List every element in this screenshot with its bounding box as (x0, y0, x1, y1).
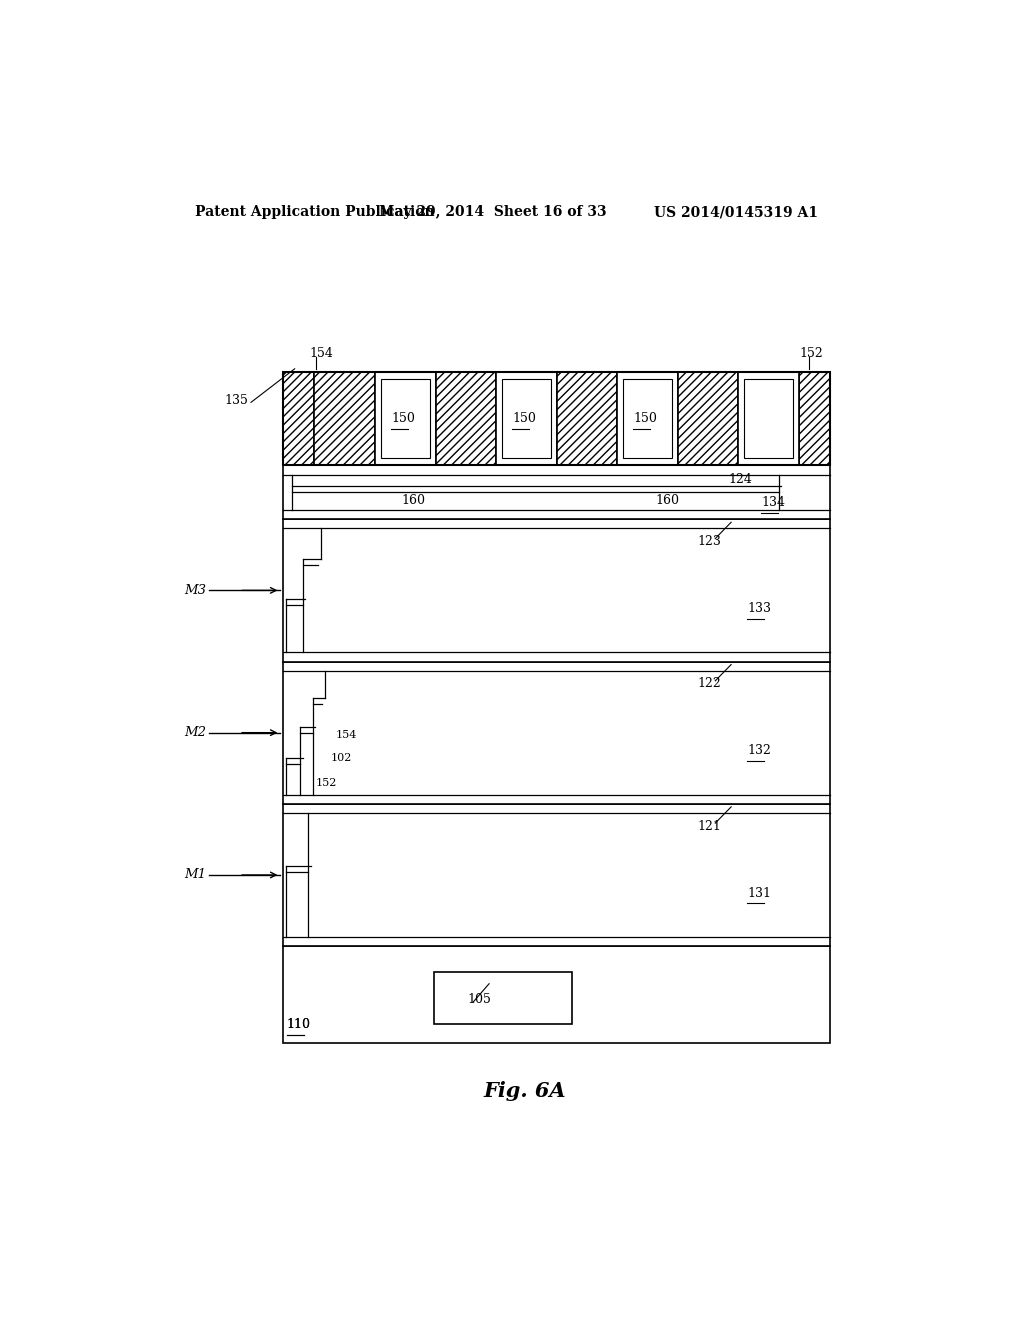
Text: 160: 160 (655, 495, 680, 507)
Bar (435, 372, 496, 466)
Bar (738, 372, 799, 466)
Bar (502, 379, 551, 458)
Text: 124: 124 (729, 473, 753, 486)
Bar (678, 372, 738, 466)
Bar (375, 372, 435, 466)
Bar (799, 372, 830, 466)
Text: 134: 134 (761, 496, 785, 510)
Bar (283, 372, 314, 466)
Text: M3: M3 (183, 583, 206, 597)
Text: Fig. 6A: Fig. 6A (483, 1081, 566, 1101)
Text: M2: M2 (183, 726, 206, 739)
Text: Patent Application Publication: Patent Application Publication (196, 206, 435, 219)
Text: 105: 105 (468, 994, 492, 1006)
Bar (283, 946, 830, 1043)
Text: 135: 135 (224, 393, 249, 407)
Bar (283, 466, 830, 519)
Bar (433, 972, 572, 1024)
Bar (283, 519, 830, 661)
Text: 150: 150 (633, 412, 657, 425)
Text: 150: 150 (512, 412, 536, 425)
Text: 132: 132 (748, 744, 771, 758)
Bar (743, 379, 793, 458)
Text: 152: 152 (316, 779, 338, 788)
Text: 154: 154 (309, 347, 333, 360)
Bar (283, 372, 830, 466)
Bar (617, 372, 678, 466)
Bar (381, 379, 430, 458)
Bar (314, 372, 375, 466)
Text: 122: 122 (697, 677, 722, 690)
Text: 154: 154 (336, 730, 357, 739)
Bar (283, 661, 830, 804)
Text: 102: 102 (331, 754, 351, 763)
Text: 110: 110 (287, 1018, 310, 1031)
Text: 121: 121 (697, 820, 722, 833)
Text: 150: 150 (391, 412, 415, 425)
Text: 133: 133 (748, 602, 771, 615)
Text: 123: 123 (697, 535, 722, 548)
Text: US 2014/0145319 A1: US 2014/0145319 A1 (654, 206, 818, 219)
Text: M1: M1 (183, 869, 206, 882)
Bar (496, 372, 557, 466)
Bar (283, 804, 830, 946)
Text: 131: 131 (748, 887, 771, 900)
Text: 160: 160 (401, 495, 426, 507)
Text: May 29, 2014  Sheet 16 of 33: May 29, 2014 Sheet 16 of 33 (379, 206, 607, 219)
Text: 110: 110 (287, 1018, 310, 1031)
Bar (623, 379, 672, 458)
Text: 152: 152 (800, 347, 823, 360)
Bar (557, 372, 617, 466)
